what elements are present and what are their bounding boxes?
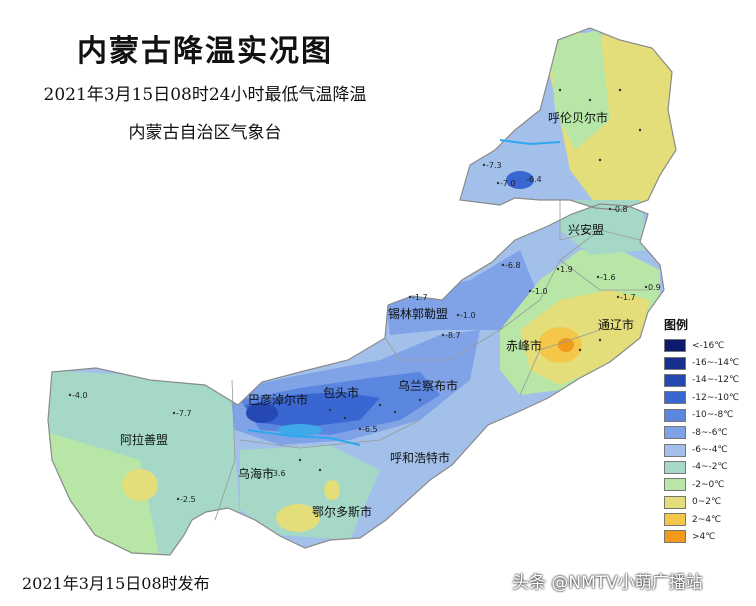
station-value: -1.7 — [412, 293, 428, 302]
legend-item: -6~-4℃ — [664, 441, 750, 458]
legend-item: -12~-10℃ — [664, 389, 750, 406]
station-value: -6.5 — [362, 425, 378, 434]
station-value: -0.8 — [612, 205, 628, 214]
legend-label: -8~-6℃ — [692, 427, 728, 438]
legend-label: -4~-2℃ — [692, 462, 728, 473]
legend-item: >4℃ — [664, 528, 750, 545]
region-boundary — [47, 27, 677, 556]
legend-swatch — [664, 495, 686, 509]
watermark: 头条 @NMTV小萌广播站 — [512, 573, 703, 593]
map-title: 内蒙古降温实况图 — [77, 34, 333, 69]
station-value: -7.0 — [500, 179, 516, 188]
map-legend: 图例 <-16℃ -16~-14℃ -14~-12℃ -12~-10℃ -10~-8℃ -… — [664, 316, 750, 546]
label-ordos: 鄂尔多斯市 — [312, 504, 372, 519]
station-value: -1.0 — [532, 287, 548, 296]
legend-swatch — [664, 356, 686, 370]
label-wuhai: 乌海市 — [238, 466, 274, 481]
station-value: 1.9 — [560, 265, 573, 274]
legend-item: 0~2℃ — [664, 494, 750, 511]
issue-time: 2021年3月15日08时发布 — [22, 574, 210, 593]
legend-label: 0~2℃ — [692, 497, 722, 508]
station-value: 0.9 — [648, 283, 661, 292]
legend-swatch — [664, 426, 686, 440]
legend-swatch — [664, 391, 686, 405]
station-value: -4.0 — [72, 391, 88, 400]
label-xilingol: 锡林郭勒盟 — [388, 306, 448, 321]
station-value: -1.6 — [600, 273, 616, 282]
issuing-agency: 内蒙古自治区气象台 — [128, 123, 282, 143]
legend-label: 2~4℃ — [692, 514, 722, 525]
legend-swatch — [664, 373, 686, 387]
legend-label: <-16℃ — [692, 340, 725, 351]
legend-label: -6~-4℃ — [692, 445, 728, 456]
label-hohhot: 呼和浩特市 — [390, 450, 450, 465]
legend-item: -4~-2℃ — [664, 459, 750, 476]
legend-label: -12~-10℃ — [692, 392, 740, 403]
station-readings: -7.3 -7.0 -6.8 -8.7 -6.4 -7.7 -4.0 -1.7 … — [72, 161, 661, 504]
label-alxa: 阿拉善盟 — [120, 432, 168, 447]
station-value: -6.8 — [505, 261, 521, 270]
legend-item: -10~-8℃ — [664, 407, 750, 424]
legend-label: -10~-8℃ — [692, 410, 734, 421]
river-lines — [247, 139, 561, 446]
station-value: -7.7 — [176, 409, 192, 418]
station-value: -1.7 — [620, 293, 636, 302]
legend-item: -16~-14℃ — [664, 354, 750, 371]
label-baotou: 包头市 — [323, 385, 359, 400]
label-chifeng: 赤峰市 — [506, 338, 542, 353]
station-value: -6.4 — [526, 175, 542, 184]
legend-swatch — [664, 530, 686, 544]
legend-item: 2~4℃ — [664, 511, 750, 528]
legend-label: -2~0℃ — [692, 479, 725, 490]
station-dots — [68, 88, 648, 501]
legend-swatch — [664, 443, 686, 457]
label-ulanqab: 乌兰察布市 — [398, 378, 458, 393]
station-value: -8.7 — [445, 331, 461, 340]
legend-label: >4℃ — [692, 531, 716, 542]
league-boundaries — [214, 200, 650, 521]
legend-swatch — [664, 478, 686, 492]
label-xinganmeng: 兴安盟 — [568, 222, 604, 237]
legend-item: -2~0℃ — [664, 476, 750, 493]
legend-item: -14~-12℃ — [664, 372, 750, 389]
legend-item: -8~-6℃ — [664, 424, 750, 441]
legend-items: <-16℃ -16~-14℃ -14~-12℃ -12~-10℃ -10~-8℃ -8~-… — [664, 337, 750, 546]
legend-swatch — [664, 513, 686, 527]
legend-swatch — [664, 339, 686, 353]
label-bayannur: 巴彦淖尔市 — [248, 392, 308, 407]
legend-swatch — [664, 408, 686, 422]
label-hulunbuir: 呼伦贝尔市 — [548, 110, 608, 125]
label-tongliao: 通辽市 — [598, 317, 634, 332]
station-value: -7.3 — [486, 161, 502, 170]
map-subtitle: 2021年3月15日08时24小时最低气温降温 — [43, 85, 367, 105]
legend-swatch — [664, 460, 686, 474]
station-value: -2.5 — [180, 495, 196, 504]
legend-item: <-16℃ — [664, 337, 750, 354]
station-value: -1.0 — [460, 311, 476, 320]
legend-label: -16~-14℃ — [692, 358, 740, 369]
station-value: -3.6 — [270, 469, 286, 478]
legend-title: 图例 — [664, 318, 689, 332]
legend-label: -14~-12℃ — [692, 375, 740, 386]
